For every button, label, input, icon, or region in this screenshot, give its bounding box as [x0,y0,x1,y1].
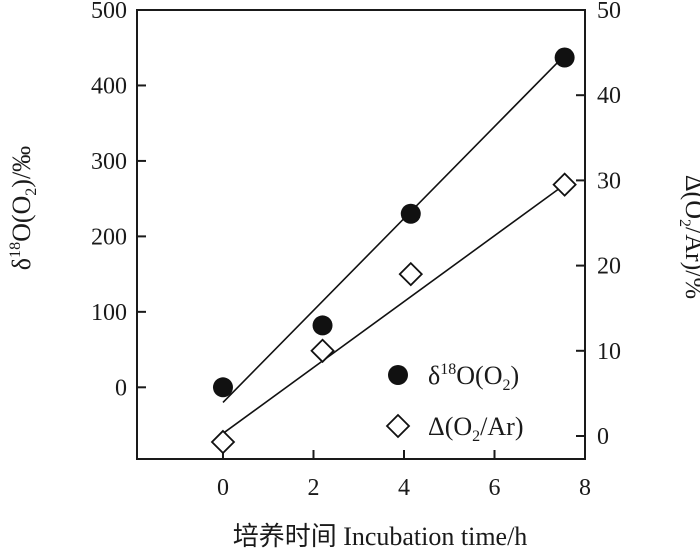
data-point-diamond [552,172,577,197]
label-part: /Ar) [480,412,523,441]
right-tick-label: 30 [597,168,621,194]
legend-marker-diamond [385,413,411,439]
left-tick-label: 100 [91,300,127,326]
left-axis-title: δ18O(O2)/‰ [7,146,40,270]
fit-lines [222,54,566,435]
data-points [210,47,577,455]
plot-area [136,9,586,460]
legend: δ18O(O2)Δ(O2/Ar) [385,361,523,445]
right-tick-label: 20 [597,254,621,280]
left-tick-label: 0 [115,375,127,401]
left-y-axis: 0 100 200 300 400 500 [91,0,146,401]
right-y-axis: 0 10 20 30 40 50 [576,0,621,450]
label-part: δ [428,361,440,390]
label-part: 2 [502,377,510,394]
label-part: 2 [472,428,480,445]
right-tick-label: 10 [597,339,621,365]
left-tick-label: 300 [91,149,127,175]
x-axis: 0 2 4 6 8 [217,450,591,501]
x-axis-title: 培养时间 Incubation time/h [233,522,528,551]
legend-label: δ18O(O2) [428,361,519,394]
right-tick-label: 0 [597,424,609,450]
label-part: 2 [23,188,40,196]
x-tick-label: 0 [217,475,229,501]
x-tick-label: 2 [307,475,319,501]
label-part: O(O [456,361,502,390]
data-point-circle [312,315,333,336]
label-part: δ [7,258,36,270]
label-part: 2 [676,219,693,227]
label-part: 18 [7,242,24,258]
left-tick-label: 500 [91,0,127,24]
label-part: /Ar)/% [680,227,700,299]
data-point-circle [212,377,233,398]
x-tick-label: 6 [488,475,500,501]
right-axis-title: Δ(O2/Ar)/% [676,175,700,299]
label-part: Δ(O [680,175,700,219]
legend-label: Δ(O2/Ar) [428,412,523,445]
label-part: 18 [440,361,456,378]
right-tick-label: 50 [597,0,621,24]
x-tick-label: 8 [579,475,591,501]
label-part: )/‰ [7,146,36,188]
right-tick-label: 40 [597,83,621,109]
left-tick-label: 200 [91,224,127,250]
data-point-circle [554,47,575,68]
label-part: ) [510,361,519,390]
plot-frame [136,9,586,460]
legend-marker-circle [388,365,408,385]
label-part: Δ(O [428,412,472,441]
label-part: O(O [7,196,36,242]
x-tick-label: 4 [398,475,410,501]
data-point-circle [400,203,421,224]
data-point-diamond [310,338,335,364]
left-tick-label: 400 [91,73,127,99]
fit-line [222,184,566,435]
data-point-diamond [398,261,424,287]
fit-line [222,54,566,403]
data-point-diamond [210,429,236,455]
